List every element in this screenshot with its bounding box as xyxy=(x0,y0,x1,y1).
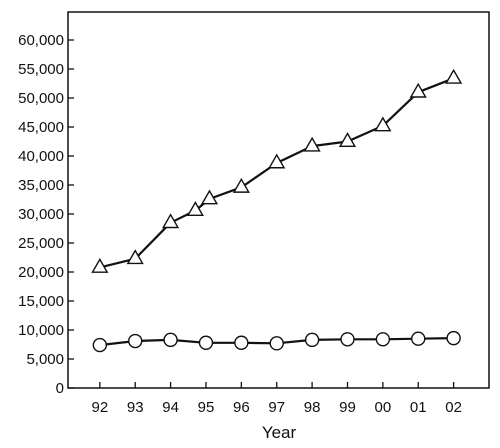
y-tick-label: 25,000 xyxy=(18,235,64,252)
triangle-marker xyxy=(445,68,463,84)
triangle-marker xyxy=(200,189,219,205)
x-tick-label: 96 xyxy=(233,399,250,416)
x-tick-label: 00 xyxy=(375,399,392,416)
circle-marker xyxy=(234,335,249,350)
x-tick-label: 94 xyxy=(162,399,179,416)
x-tick-label: 01 xyxy=(410,399,427,416)
circle-marker xyxy=(340,332,355,347)
circle-marker xyxy=(446,330,461,346)
x-axis: 92 93 94 95 96 97 98 99 00 01 02 xyxy=(91,382,462,416)
x-tick-label: 95 xyxy=(198,399,215,416)
x-tick-label: 97 xyxy=(268,399,285,416)
x-tick-label: 92 xyxy=(91,399,108,416)
y-tick-label: 30,000 xyxy=(18,206,64,223)
circle-marker xyxy=(304,332,320,348)
x-axis-title: Year xyxy=(262,423,297,442)
y-tick-label: 45,000 xyxy=(18,119,64,136)
triangle-marker xyxy=(303,136,321,152)
triangle-marker xyxy=(232,177,250,193)
x-tick-label: 98 xyxy=(304,399,321,416)
circle-marker xyxy=(163,332,178,348)
triangle-marker xyxy=(186,201,204,217)
circle-marker xyxy=(128,333,143,349)
y-tick-label: 5,000 xyxy=(26,351,64,368)
circle-marker xyxy=(375,332,391,347)
x-tick-label: 93 xyxy=(127,399,144,416)
triangle-marker xyxy=(268,153,286,169)
triangle-marker xyxy=(162,213,180,229)
triangle-marker xyxy=(409,82,427,98)
y-tick-label: 0 xyxy=(56,380,64,397)
y-tick-label: 20,000 xyxy=(18,264,64,281)
y-tick-label: 10,000 xyxy=(18,322,64,339)
triangle-marker xyxy=(338,132,357,147)
y-tick-label: 15,000 xyxy=(18,293,64,310)
x-tick-label: 99 xyxy=(339,399,356,416)
y-tick-label: 40,000 xyxy=(18,148,64,165)
triangle-marker xyxy=(126,249,144,265)
y-tick-label: 50,000 xyxy=(18,90,64,107)
circle-marker xyxy=(92,337,108,353)
series-layer xyxy=(91,68,463,353)
triangle-marker xyxy=(91,257,109,273)
y-axis: 0 5,000 10,000 15,000 20,000 25,000 30,000 35,0… xyxy=(18,32,74,397)
y-tick-label: 60,000 xyxy=(18,32,64,49)
circle-marker xyxy=(269,336,284,351)
y-tick-label: 55,000 xyxy=(18,61,64,78)
plot-frame xyxy=(67,11,490,389)
series-line-triangle xyxy=(99,77,455,269)
circle-marker xyxy=(411,331,426,346)
circle-marker xyxy=(198,335,214,350)
x-tick-label: 02 xyxy=(445,399,462,416)
triangle-marker xyxy=(374,116,392,132)
y-tick-label: 35,000 xyxy=(18,177,64,194)
